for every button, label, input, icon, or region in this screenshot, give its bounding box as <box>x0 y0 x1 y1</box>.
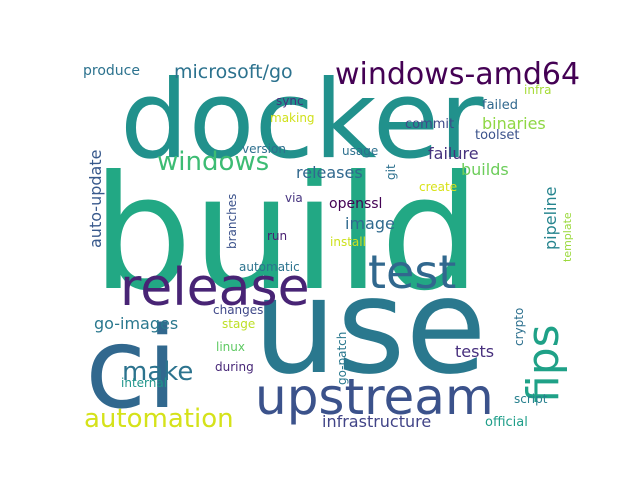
word-usage: usage <box>342 144 378 158</box>
word-docker: docker <box>120 58 484 183</box>
word-microsoft-go: microsoft/go <box>174 61 293 83</box>
word-toolset: toolset <box>475 128 519 143</box>
word-branches: branches <box>225 194 239 249</box>
word-test: test <box>368 245 456 299</box>
word-windows: windows <box>157 147 269 177</box>
word-go-patch: go-patch <box>335 332 349 385</box>
word-script: script <box>514 392 548 406</box>
word-fips: fips <box>518 324 569 403</box>
word-use: use <box>253 250 487 404</box>
word-build: build <box>92 142 481 326</box>
word-run: run <box>267 229 287 243</box>
word-failed: failed <box>482 98 518 113</box>
word-make: make <box>122 357 193 387</box>
word-changes: changes <box>213 303 263 317</box>
word-stage: stage <box>222 317 255 331</box>
word-sync: sync <box>276 94 304 108</box>
word-infra: infra <box>524 83 551 97</box>
word-git: git <box>384 164 398 180</box>
word-auto-update: auto-update <box>86 150 105 248</box>
word-version: version <box>242 142 286 156</box>
word-making: making <box>270 111 315 125</box>
word-infrastructure: infrastructure <box>322 412 431 431</box>
word-go-images: go-images <box>94 314 178 333</box>
word-crypto: crypto <box>512 308 526 346</box>
word-install: install <box>330 235 366 249</box>
word-automatic: automatic <box>239 260 300 274</box>
word-releases: releases <box>296 163 363 182</box>
word-create: create <box>419 180 457 194</box>
word-official: official <box>485 415 528 430</box>
word-internal: internal <box>121 376 167 390</box>
word-ci: ci <box>85 304 178 434</box>
word-template: template <box>561 212 574 262</box>
word-during: during <box>215 360 254 374</box>
word-release: release <box>120 258 310 318</box>
word-commit: commit <box>405 117 454 132</box>
word-via: via <box>285 191 303 205</box>
word-builds: builds <box>461 160 509 179</box>
word-openssl: openssl <box>329 196 382 212</box>
word-pipeline: pipeline <box>541 187 560 250</box>
word-produce: produce <box>83 63 140 79</box>
word-image: image <box>345 214 395 233</box>
word-automation: automation <box>84 404 234 434</box>
word-failure: failure <box>428 144 479 163</box>
word-upstream: upstream <box>255 368 494 426</box>
word-windows-amd64: windows-amd64 <box>335 57 580 92</box>
word-linux: linux <box>216 340 245 354</box>
word-binaries: binaries <box>482 114 546 133</box>
word-tests: tests <box>455 342 494 361</box>
